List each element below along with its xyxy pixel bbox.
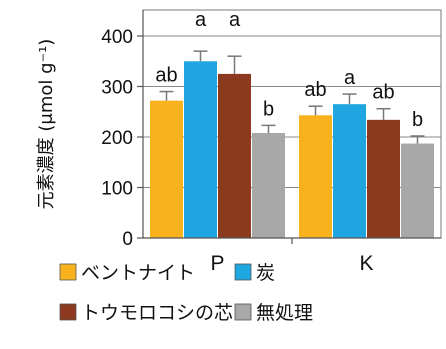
- significance-label: a: [195, 9, 207, 31]
- legend-swatch: [59, 303, 77, 321]
- legend-swatch: [234, 303, 252, 321]
- legend-label: 無処理: [256, 302, 313, 324]
- bar: [333, 104, 366, 238]
- bar: [367, 119, 400, 238]
- bars: [150, 50, 434, 238]
- y-tick-label: 100: [101, 179, 133, 200]
- y-axis-label: 元素濃度 (μmol g⁻¹): [36, 39, 57, 210]
- legend-swatch: [234, 263, 252, 281]
- x-tick-label: K: [359, 252, 373, 275]
- bar: [218, 73, 251, 238]
- bar: [150, 100, 183, 238]
- legend-label: ベントナイト: [81, 262, 195, 284]
- legend-entry: 炭: [234, 262, 275, 284]
- x-tick-label: P: [210, 252, 224, 275]
- bar: [401, 143, 434, 238]
- bar: [252, 132, 285, 238]
- legend-entry: トウモロコシの芯: [59, 302, 233, 324]
- y-tick-label: 0: [122, 229, 133, 250]
- bar: [299, 115, 332, 238]
- axes: 0 100 200 300 400 P K 元素濃度 (μmol g⁻¹): [36, 10, 441, 275]
- significance-label: ab: [372, 82, 394, 104]
- legend-label: 炭: [256, 262, 275, 284]
- y-tick-label: 200: [101, 128, 133, 149]
- significance-label: a: [229, 9, 241, 31]
- significance-label: b: [263, 98, 274, 120]
- y-tick-label: 300: [101, 78, 133, 99]
- significance-label: ab: [155, 65, 177, 87]
- legend-entry: 無処理: [234, 302, 313, 324]
- legend-label: トウモロコシの芯: [81, 302, 233, 324]
- legend-swatch: [59, 263, 77, 281]
- significance-label: ab: [304, 79, 326, 101]
- legend-entry: ベントナイト: [59, 262, 195, 284]
- bar: [184, 61, 217, 238]
- y-tick-label: 400: [101, 27, 133, 48]
- significance-label: a: [344, 67, 356, 89]
- significance-label: b: [412, 109, 423, 131]
